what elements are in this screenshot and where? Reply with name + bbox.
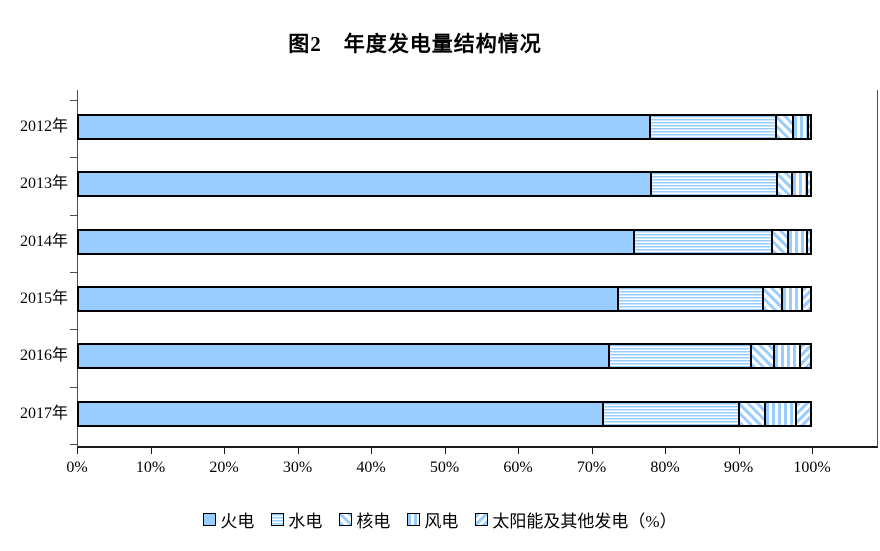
bar-segment-水电 <box>607 345 751 368</box>
chart-title: 图2 年度发电量结构情况 <box>288 32 542 56</box>
plot-area <box>77 90 878 448</box>
bar-segment-水电 <box>633 230 771 253</box>
bar-segment-火电 <box>79 173 650 196</box>
y-axis-tick <box>70 443 78 445</box>
bar-row-2015年 <box>77 285 812 312</box>
y-axis-tick <box>70 100 78 101</box>
y-axis-label: 2017年 <box>19 404 68 422</box>
bar-segment-风电 <box>786 230 807 253</box>
x-axis-tick-label: 10% <box>135 459 166 476</box>
y-axis-label: 2015年 <box>19 289 68 307</box>
x-axis-tick-label: 60% <box>503 459 533 476</box>
legend-swatch-icon <box>475 513 489 526</box>
x-axis-tick-label: 40% <box>356 459 386 476</box>
legend-label: 风电 <box>424 512 459 531</box>
bar-row-2012年 <box>77 114 812 140</box>
bar-segment-太阳能及其他发电（%） <box>806 173 810 196</box>
bar-row-2016年 <box>77 343 812 370</box>
x-axis-tick <box>591 448 593 454</box>
bar-segment-火电 <box>79 116 650 138</box>
y-axis-label: 2016年 <box>19 347 68 365</box>
bar-segment-火电 <box>79 345 608 368</box>
legend: 火电 水电 核电 风电 太阳能及其他发电（%） <box>0 507 880 532</box>
bar-segment-火电 <box>79 402 603 425</box>
bar-segment-太阳能及其他发电（%） <box>799 345 811 368</box>
x-axis-tick <box>297 448 299 454</box>
y-axis-label: 2012年 <box>19 118 68 135</box>
x-axis-tick <box>518 448 519 454</box>
bar-row-2017年 <box>77 400 812 427</box>
legend-label: 水电 <box>288 512 323 531</box>
bar-segment-太阳能及其他发电（%） <box>807 116 810 138</box>
x-axis-tick-label: 80% <box>650 459 680 476</box>
bar-row-2014年 <box>77 228 812 255</box>
bar-segment-水电 <box>602 402 739 425</box>
legend-swatch-icon <box>271 513 285 526</box>
x-axis-tick <box>371 448 372 454</box>
y-axis-tick <box>70 329 78 331</box>
bar-segment-风电 <box>780 287 802 310</box>
legend-item-核电: 核电 <box>339 507 390 532</box>
legend-label: 核电 <box>356 512 391 531</box>
bar-segment-核电 <box>770 230 787 253</box>
x-axis-tick <box>738 448 740 454</box>
x-axis-tick-label: 0% <box>66 459 88 476</box>
bar-segment-核电 <box>774 116 792 138</box>
x-axis-tick-label: 50% <box>429 459 460 476</box>
bar-segment-太阳能及其他发电（%） <box>806 230 810 253</box>
y-axis-tick <box>70 214 78 216</box>
x-axis-tick <box>77 448 78 454</box>
bar-segment-风电 <box>791 116 808 138</box>
bar-segment-太阳能及其他发电（%） <box>801 287 811 310</box>
bar-segment-火电 <box>79 287 617 310</box>
legend-label: 太阳能及其他发电（%） <box>492 512 677 531</box>
bar-segment-水电 <box>617 287 762 310</box>
bar-segment-风电 <box>773 345 800 368</box>
bar-segment-风电 <box>763 402 795 425</box>
bar-segment-水电 <box>649 173 777 196</box>
bar-segment-核电 <box>761 287 781 310</box>
bar-segment-水电 <box>649 116 775 138</box>
bar-row-2013年 <box>77 171 812 198</box>
x-axis-tick-label: 20% <box>209 459 239 476</box>
y-axis-label: 2014年 <box>19 232 68 250</box>
legend-swatch-icon <box>203 513 217 526</box>
x-axis-tick-label: 30% <box>282 459 313 476</box>
legend-label: 火电 <box>220 512 255 531</box>
y-axis-tick <box>70 157 78 159</box>
x-axis-tick <box>224 448 225 454</box>
legend-item-火电: 火电 <box>203 507 254 532</box>
bar-segment-火电 <box>79 230 634 253</box>
x-axis-tick <box>812 448 813 454</box>
legend-swatch-icon <box>339 513 353 526</box>
y-axis-tick <box>70 386 78 388</box>
legend-item-太阳能及其他发电（%）: 太阳能及其他发电（%） <box>475 507 677 532</box>
x-axis-tick <box>150 448 152 454</box>
bar-segment-核电 <box>776 173 791 196</box>
x-axis-tick-label: 70% <box>576 459 607 476</box>
x-axis-tick-label: 90% <box>723 459 754 476</box>
y-axis-tick <box>70 271 78 273</box>
x-axis-tick <box>444 448 446 454</box>
bar-segment-太阳能及其他发电（%） <box>794 402 810 425</box>
bar-segment-核电 <box>750 345 774 368</box>
legend-item-水电: 水电 <box>271 507 322 532</box>
legend-swatch-icon <box>407 513 421 526</box>
y-axis-label: 2013年 <box>19 175 68 193</box>
x-axis-tick-label: 100% <box>793 459 831 476</box>
x-axis-tick <box>665 448 666 454</box>
bar-segment-核电 <box>738 402 764 425</box>
legend-item-风电: 风电 <box>407 507 458 532</box>
bar-segment-风电 <box>790 173 807 196</box>
